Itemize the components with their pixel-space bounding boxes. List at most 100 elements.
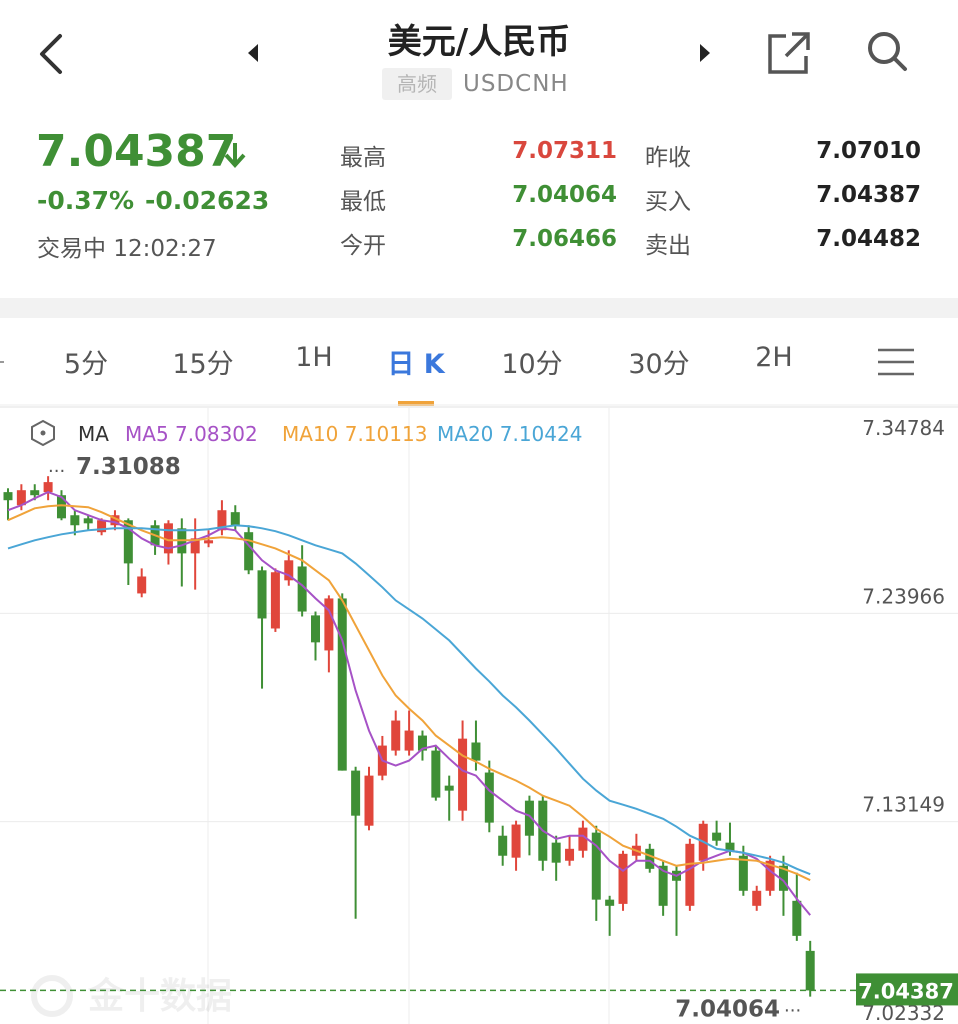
candle-body [163, 523, 173, 554]
candle-body [645, 848, 655, 869]
candle-body [3, 492, 13, 501]
status: 交易中 12:02:27 [37, 229, 217, 263]
candle-body [524, 800, 534, 836]
tab[interactable]: 10分 [501, 349, 563, 380]
change-pct: -0.37% [37, 186, 135, 215]
separator [0, 298, 958, 318]
badge: 高频 [382, 68, 452, 100]
legend-value: 7.08302 [175, 422, 258, 446]
candle-body [391, 720, 401, 751]
max-leader: ··· [48, 461, 65, 482]
legend: MA [31, 419, 109, 447]
legend-entry: MA10 7.10113 [282, 422, 427, 446]
candle-body [431, 750, 441, 798]
candle-body [591, 832, 601, 900]
trade-status: 交易中 [37, 236, 106, 262]
stat-label: 最低 [340, 189, 386, 215]
candle-body [551, 842, 561, 863]
candle-body [792, 900, 802, 936]
candle-body [123, 520, 133, 564]
tab[interactable]: 15分 [172, 349, 234, 380]
candle-body [565, 848, 575, 861]
tab[interactable]: 5分 [63, 349, 109, 380]
candle-body [605, 899, 615, 906]
candle-body [56, 495, 66, 519]
next-symbol[interactable] [700, 44, 710, 62]
candle-body [70, 515, 80, 526]
last-price-label: 7.04387 [858, 979, 954, 1003]
candle-body [404, 730, 414, 751]
candle-body [257, 570, 267, 619]
search-button[interactable] [868, 32, 907, 71]
candle-body [244, 532, 254, 571]
menu-button[interactable] [878, 348, 914, 376]
y-tick-label: 7.34784 [862, 416, 945, 440]
candle-body [364, 775, 374, 826]
candle-body [417, 735, 427, 751]
stat-label: 昨收 [645, 145, 691, 171]
stat-value: 7.07010 [816, 138, 921, 164]
candle-body [16, 490, 26, 506]
candle-body [230, 512, 240, 526]
stat-value: 7.04387 [816, 182, 921, 208]
candle-body [204, 540, 214, 544]
candle-body [685, 843, 695, 906]
indicator-name: MA [78, 422, 109, 446]
legend-value: 7.10424 [500, 422, 583, 446]
candle-body [471, 742, 481, 761]
legend-name: MA5 [125, 422, 169, 446]
candle-body [712, 832, 722, 841]
y-tick-label: 7.13149 [862, 793, 945, 817]
legend-name: MA20 [437, 422, 493, 446]
legend-name: MA10 [282, 422, 338, 446]
prev-symbol[interactable] [248, 44, 258, 62]
tab[interactable]: 1H [295, 342, 333, 373]
candle-body [444, 785, 454, 791]
candle-body [725, 842, 735, 851]
header-icons [40, 32, 907, 74]
candle-body [284, 560, 294, 581]
candle-body [658, 865, 668, 906]
ma-line [7, 504, 811, 882]
candle-body [217, 510, 227, 531]
time: 12:02:27 [113, 236, 217, 262]
y-tick-label: 7.23966 [862, 584, 945, 608]
legend-value: 7.10113 [345, 422, 428, 446]
candle-body [484, 772, 494, 823]
candle-body [351, 770, 361, 816]
candle-body [30, 490, 40, 496]
candle-body [190, 538, 200, 554]
share-button[interactable] [768, 32, 810, 74]
stat-label: 今开 [340, 233, 386, 259]
candle-body [337, 598, 347, 771]
ma-line [7, 491, 811, 916]
last-price-box [856, 973, 958, 1006]
min-leader: ··· [784, 1001, 801, 1022]
watermark: 金十数据 [31, 975, 232, 1017]
candle-body [738, 855, 748, 891]
max-label: 7.31088 [76, 454, 181, 480]
price: 7.04387 [36, 126, 237, 177]
watermark-text: 金十数据 [87, 975, 232, 1017]
stat-label: 买入 [645, 189, 691, 215]
candle-body [297, 566, 307, 612]
tab[interactable]: 日 K [387, 349, 445, 380]
candle-body [498, 835, 508, 856]
candle-body [270, 572, 280, 629]
y-tick-label: 7.02332 [862, 1001, 945, 1024]
tab[interactable]: 2H [755, 342, 793, 373]
candle-body [110, 515, 120, 526]
candle-body [83, 518, 93, 524]
candle-body [618, 853, 628, 904]
stat-label: 最高 [340, 145, 386, 171]
back-button[interactable] [40, 34, 62, 74]
ma-line [7, 524, 811, 876]
tab[interactable]: 30分 [628, 349, 690, 380]
title: 美元/人民币 [387, 22, 571, 62]
candle-body [97, 520, 107, 533]
symbol: USDCNH [463, 71, 569, 97]
candle-body [765, 860, 775, 891]
legend-entry: MA20 7.10424 [437, 422, 582, 446]
